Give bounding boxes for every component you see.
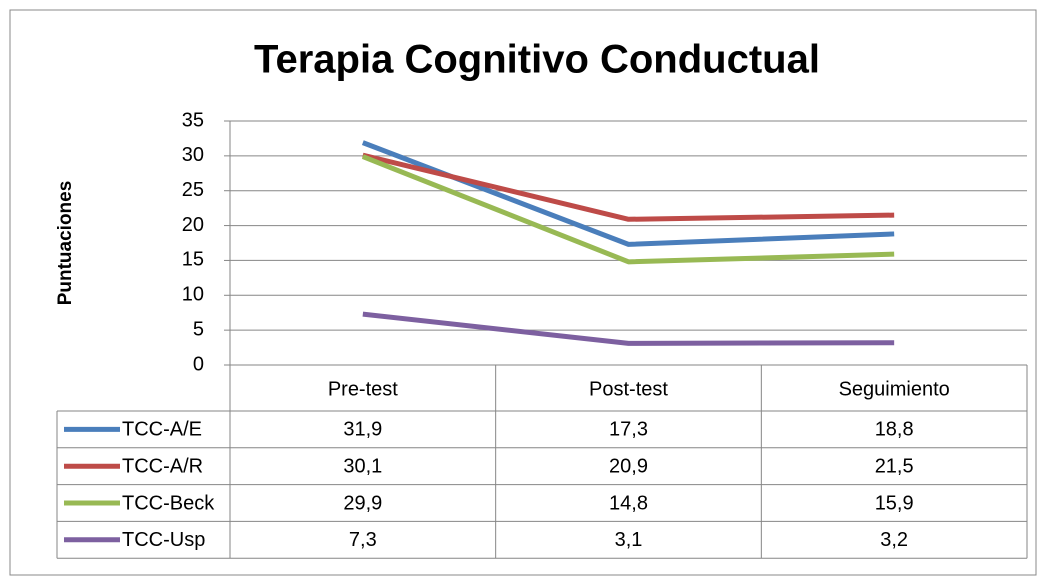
chart-frame [9, 9, 1037, 576]
x-tick-label: Seguimiento [839, 378, 950, 400]
data-label: 29,9 [343, 492, 382, 514]
data-label: 31,9 [343, 419, 382, 441]
data-label: 30,1 [343, 455, 382, 477]
data-label: 14,8 [609, 492, 648, 514]
data-label: 3,1 [615, 529, 643, 551]
legend-label: TCC-A/E [122, 419, 202, 441]
legend-label: TCC-Usp [122, 529, 205, 551]
y-tick-label: 0 [193, 353, 204, 375]
y-tick-label: 20 [182, 214, 204, 236]
y-axis-title: Puntuaciones [55, 181, 76, 306]
chart-title: Terapia Cognitivo Conductual [254, 38, 820, 82]
data-label: 15,9 [875, 492, 914, 514]
legend-label: TCC-A/R [122, 455, 203, 477]
data-label: 20,9 [609, 455, 648, 477]
data-label: 3,2 [880, 529, 908, 551]
data-label: 7,3 [349, 529, 377, 551]
y-tick-label: 25 [182, 179, 204, 201]
data-label: 18,8 [875, 419, 914, 441]
x-tick-label: Pre-test [328, 378, 398, 400]
y-tick-label: 35 [182, 109, 204, 131]
y-tick-label: 10 [182, 284, 204, 306]
data-label: 17,3 [609, 419, 648, 441]
y-tick-label: 30 [182, 144, 204, 166]
series-line [362, 152, 895, 222]
data-label: 21,5 [875, 455, 914, 477]
x-tick-label: Post-test [589, 378, 668, 400]
y-tick-label: 5 [193, 318, 204, 340]
y-tick-label: 15 [182, 249, 204, 271]
series-line [361, 154, 895, 265]
series-line [362, 311, 895, 346]
legend-label: TCC-Beck [122, 492, 215, 514]
